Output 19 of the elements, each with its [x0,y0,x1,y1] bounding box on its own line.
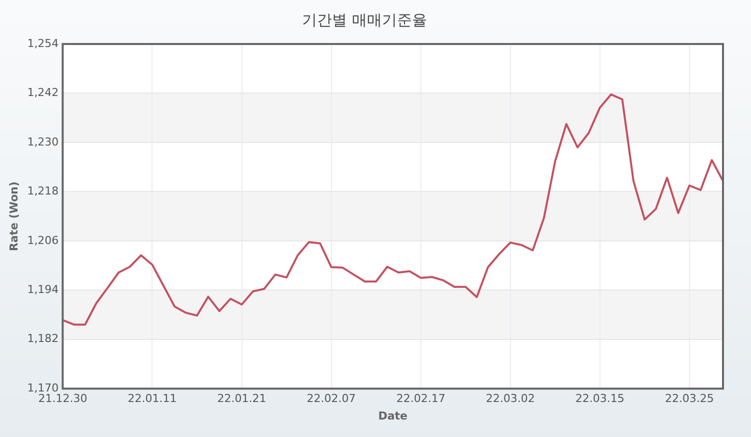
x-tick-label: 22.03.25 [664,392,714,406]
x-tick-label: 22.02.17 [396,392,446,406]
y-tick-label: 1,230 [27,135,59,148]
x-tick-label: 21.12.30 [38,392,88,406]
chart-title: 기간별 매매기준율 [302,10,427,29]
y-tick-label: 1,242 [27,86,59,100]
y-axis-title: Rate (Won) [7,181,20,252]
x-tick-label: 22.02.07 [306,392,356,406]
y-tick-label: 1,194 [27,283,59,296]
x-axis-title: Date [378,409,408,422]
y-tick-label: 1,170 [27,381,59,394]
x-tick-label: 22.03.15 [575,392,624,406]
x-tick-label: 22.03.02 [486,392,535,406]
x-tick-label: 22.01.21 [217,392,266,406]
x-tick-label: 22.01.11 [128,392,177,406]
y-tick-label: 1,254 [27,36,59,50]
y-tick-label: 1,182 [27,332,59,346]
y-tick-label: 1,206 [27,234,59,247]
y-tick-label: 1,218 [27,184,59,198]
